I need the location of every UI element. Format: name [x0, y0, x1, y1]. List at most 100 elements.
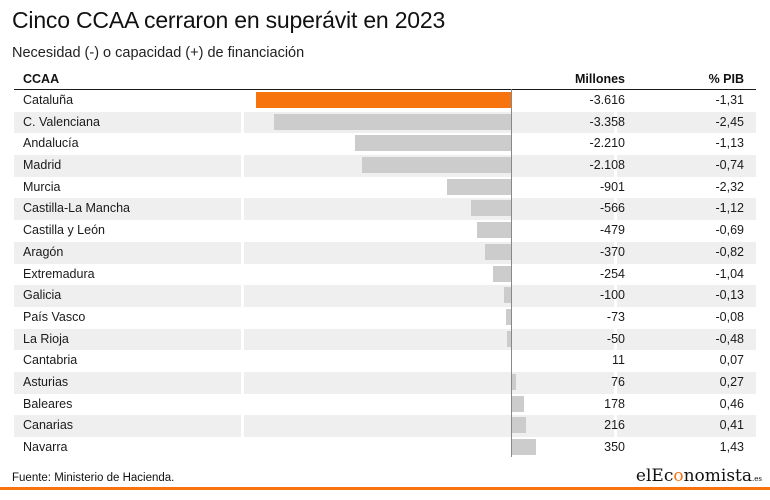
- millones-value: 76: [611, 374, 625, 389]
- column-separator: [614, 306, 617, 329]
- value-bar: [447, 178, 511, 195]
- zero-axis-line: [511, 89, 512, 457]
- table-row: Aragón -370 -0,82: [14, 241, 756, 264]
- region-name: Aragón: [23, 244, 64, 259]
- table-row: Cantabria 11 0,07: [14, 350, 756, 372]
- column-separator: [614, 393, 617, 416]
- data-table: CCAA Millones % PIB Cataluña -3.616 -1,31 C…: [14, 67, 756, 459]
- millones-value: -566: [599, 201, 625, 216]
- value-bar: [274, 113, 511, 130]
- table-row: C. Valenciana -3.358 -2,45: [14, 111, 756, 134]
- value-bar: [471, 200, 511, 217]
- value-bar: [505, 308, 511, 325]
- column-separator: [241, 350, 244, 372]
- region-name: Canarias: [23, 418, 74, 433]
- column-separator: [614, 111, 617, 134]
- table-row: País Vasco -73 -0,08: [14, 306, 756, 329]
- region-name: Cantabria: [23, 353, 78, 368]
- region-name: País Vasco: [23, 309, 86, 324]
- pib-value: -0,48: [715, 331, 745, 346]
- region-name: Castilla y León: [23, 223, 105, 238]
- column-separator: [614, 155, 617, 177]
- region-name: Madrid: [23, 158, 62, 173]
- table-header: CCAA Millones % PIB: [14, 67, 756, 90]
- table-row: Castilla y León -479 -0,69: [14, 220, 756, 242]
- value-bar: [511, 373, 517, 390]
- region-name: La Rioja: [23, 331, 69, 346]
- table-row: Castilla-La Mancha -566 -1,12: [14, 198, 756, 221]
- column-separator: [241, 220, 244, 242]
- region-name: Murcia: [23, 179, 61, 194]
- column-separator: [614, 415, 617, 437]
- column-separator: [614, 263, 617, 286]
- millones-value: -3.616: [589, 93, 625, 107]
- column-separator: [241, 371, 244, 394]
- table-row: Navarra 350 1,43: [14, 437, 756, 459]
- millones-value: -901: [599, 179, 625, 194]
- column-separator: [241, 393, 244, 416]
- millones-value: -2.108: [589, 158, 625, 173]
- pib-value: 0,27: [719, 374, 744, 389]
- region-name: Andalucía: [23, 136, 79, 151]
- millones-value: 11: [612, 353, 625, 368]
- footer-accent-line: [0, 487, 770, 490]
- millones-value: -50: [606, 331, 625, 346]
- value-bar: [484, 243, 511, 260]
- pib-value: -1,31: [715, 93, 745, 107]
- column-separator: [614, 241, 617, 264]
- pib-value: -2,32: [715, 179, 745, 194]
- column-separator: [614, 198, 617, 221]
- column-separator: [614, 437, 617, 459]
- millones-value: -370: [599, 244, 625, 259]
- publisher-logo: elEconomista.es: [635, 466, 762, 486]
- region-name: Galicia: [23, 288, 62, 303]
- region-name: Asturias: [23, 374, 69, 389]
- table-body: Cataluña -3.616 -1,31 C. Valenciana -3.358 -2…: [14, 90, 756, 459]
- table-row: Extremadura -254 -1,04: [14, 263, 756, 286]
- region-name: Extremadura: [23, 266, 95, 281]
- column-separator: [614, 220, 617, 242]
- table-row: Cataluña -3.616 -1,31: [14, 90, 756, 112]
- column-separator: [241, 285, 244, 307]
- column-separator: [614, 371, 617, 394]
- column-separator: [241, 155, 244, 177]
- column-separator: [241, 263, 244, 286]
- column-separator: [241, 415, 244, 437]
- value-bar: [503, 287, 511, 304]
- column-separator: [614, 90, 617, 112]
- pib-value: -0,13: [715, 288, 745, 303]
- column-separator: [241, 111, 244, 134]
- table-row: Murcia -901 -2,32: [14, 176, 756, 199]
- pib-value: -0,69: [715, 223, 745, 238]
- column-separator: [614, 176, 617, 199]
- value-bar: [511, 417, 527, 434]
- table-row: Madrid -2.108 -0,74: [14, 155, 756, 177]
- millones-value: -254: [599, 266, 625, 281]
- value-bar: [362, 157, 511, 174]
- column-header-ccaa: CCAA: [23, 72, 60, 86]
- pib-value: 0,41: [719, 418, 744, 433]
- millones-value: -3.358: [589, 114, 625, 129]
- table-row: Baleares 178 0,46: [14, 393, 756, 416]
- value-bar: [355, 135, 511, 152]
- column-separator: [241, 241, 244, 264]
- millones-value: -479: [599, 223, 625, 238]
- table-row: Galicia -100 -0,13: [14, 285, 756, 307]
- pib-value: -0,74: [715, 158, 745, 173]
- pib-value: -1,13: [715, 136, 745, 151]
- column-separator: [241, 437, 244, 459]
- region-name: Castilla-La Mancha: [23, 201, 130, 216]
- region-name: Cataluña: [23, 93, 74, 107]
- pib-value: -2,45: [715, 114, 745, 129]
- millones-value: -2.210: [589, 136, 625, 151]
- column-separator: [614, 285, 617, 307]
- chart-title: Cinco CCAA cerraron en superávit en 2023: [12, 7, 446, 33]
- column-separator: [241, 176, 244, 199]
- column-separator: [241, 198, 244, 221]
- column-header-millones: Millones: [574, 72, 625, 86]
- region-name: Baleares: [23, 396, 73, 411]
- table-row: Canarias 216 0,41: [14, 415, 756, 437]
- pib-value: -1,04: [715, 266, 745, 281]
- region-name: Navarra: [23, 440, 68, 454]
- pib-value: -0,82: [715, 244, 745, 259]
